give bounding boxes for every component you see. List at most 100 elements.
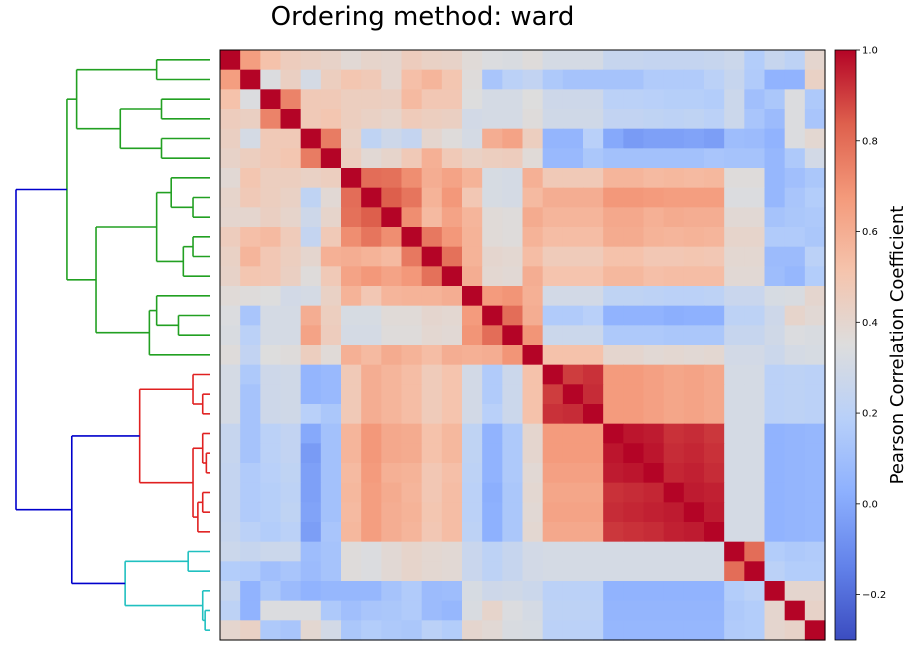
- heatmap-cell: [603, 128, 624, 149]
- heatmap-cell: [502, 325, 524, 346]
- heatmap-cell: [361, 463, 382, 484]
- heatmap-cell: [341, 266, 362, 287]
- heatmap-cell: [764, 168, 786, 189]
- heatmap-cell: [683, 541, 705, 562]
- heatmap-cell: [542, 561, 564, 582]
- heatmap-cell: [381, 128, 403, 149]
- heatmap-cell: [482, 384, 503, 405]
- heatmap-cell: [502, 50, 524, 71]
- heatmap-cell: [502, 561, 524, 582]
- heatmap-cell: [583, 305, 604, 326]
- heatmap-cell: [220, 109, 241, 130]
- heatmap-cell: [421, 207, 443, 228]
- heatmap-cell: [341, 187, 362, 208]
- heatmap-cell: [623, 443, 645, 464]
- dendrogram: [15, 59, 210, 631]
- heatmap-cell: [542, 581, 564, 602]
- heatmap-cell: [401, 482, 423, 503]
- heatmap-cell: [562, 168, 584, 189]
- heatmap-cell: [663, 128, 685, 149]
- heatmap-cell: [764, 423, 786, 444]
- heatmap-cell: [462, 109, 483, 130]
- heatmap-cell: [240, 246, 261, 267]
- heatmap-cell: [562, 128, 584, 149]
- heatmap-cell: [623, 423, 645, 444]
- heatmap-cell: [320, 522, 342, 543]
- heatmap-cell: [623, 364, 645, 385]
- heatmap-cell: [341, 207, 362, 228]
- heatmap-cell: [361, 227, 382, 248]
- heatmap-cell: [663, 227, 685, 248]
- heatmap-cell: [603, 502, 624, 523]
- heatmap-cell: [643, 50, 665, 71]
- heatmap-cell: [502, 581, 524, 602]
- heatmap-cell: [220, 345, 241, 366]
- heatmap-cell: [643, 109, 665, 130]
- heatmap-cell: [462, 482, 483, 503]
- heatmap-cell: [663, 148, 685, 169]
- heatmap-cell: [562, 227, 584, 248]
- heatmap-cell: [643, 541, 665, 562]
- heatmap-cell: [482, 227, 503, 248]
- heatmap-cell: [441, 600, 463, 621]
- heatmap-cell: [583, 207, 604, 228]
- heatmap-cell: [784, 305, 806, 326]
- heatmap-cell: [562, 561, 584, 582]
- heatmap-cell: [361, 148, 382, 169]
- heatmap-cell: [502, 89, 524, 110]
- heatmap-cell: [300, 50, 322, 71]
- heatmap-cell: [542, 128, 564, 149]
- heatmap-cell: [583, 443, 604, 464]
- heatmap-cell: [683, 227, 705, 248]
- heatmap-cell: [320, 423, 342, 444]
- heatmap-cell: [804, 463, 826, 484]
- heatmap-cell: [804, 246, 826, 267]
- heatmap-cell: [341, 463, 362, 484]
- heatmap-cell: [704, 561, 725, 582]
- heatmap-cell: [643, 364, 665, 385]
- heatmap-cell: [643, 148, 665, 169]
- heatmap-cell: [220, 128, 241, 149]
- heatmap-cell: [341, 148, 362, 169]
- heatmap-cell: [683, 620, 705, 641]
- heatmap-cell: [441, 364, 463, 385]
- heatmap-cell: [744, 561, 766, 582]
- heatmap-cell: [240, 482, 261, 503]
- heatmap-cell: [341, 443, 362, 464]
- heatmap-cell: [804, 522, 826, 543]
- heatmap-cell: [361, 128, 382, 149]
- heatmap-cell: [623, 168, 645, 189]
- heatmap-cell: [260, 89, 282, 110]
- heatmap-cell: [441, 443, 463, 464]
- heatmap-cell: [361, 187, 382, 208]
- heatmap-cell: [341, 345, 362, 366]
- heatmap-cell: [240, 207, 261, 228]
- heatmap-cell: [764, 89, 786, 110]
- heatmap-cell: [260, 168, 282, 189]
- heatmap-cell: [381, 69, 403, 90]
- heatmap-cell: [502, 443, 524, 464]
- heatmap-cell: [280, 168, 302, 189]
- heatmap-cell: [522, 168, 544, 189]
- heatmap-cell: [784, 286, 806, 307]
- heatmap: [220, 50, 826, 641]
- heatmap-cell: [482, 128, 503, 149]
- heatmap-cell: [260, 69, 282, 90]
- heatmap-cell: [320, 620, 342, 641]
- heatmap-cell: [441, 502, 463, 523]
- heatmap-cell: [804, 423, 826, 444]
- heatmap-cell: [260, 286, 282, 307]
- heatmap-cell: [603, 168, 624, 189]
- heatmap-cell: [542, 482, 564, 503]
- heatmap-cell: [220, 69, 241, 90]
- heatmap-cell: [361, 89, 382, 110]
- heatmap-cell: [542, 69, 564, 90]
- heatmap-cell: [583, 345, 604, 366]
- heatmap-cell: [583, 89, 604, 110]
- heatmap-cell: [663, 69, 685, 90]
- heatmap-cell: [562, 423, 584, 444]
- heatmap-cell: [784, 187, 806, 208]
- heatmap-cell: [401, 89, 423, 110]
- heatmap-cell: [744, 345, 766, 366]
